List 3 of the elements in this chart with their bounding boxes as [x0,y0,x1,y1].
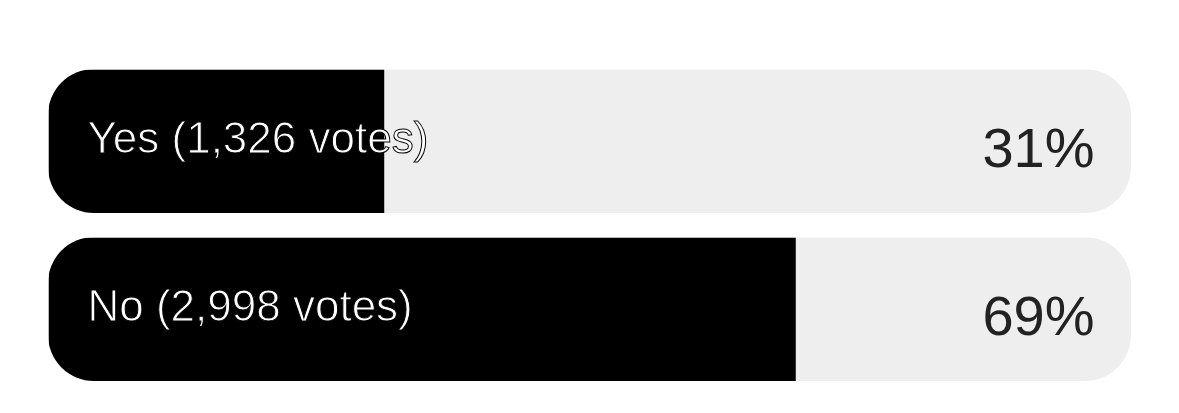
y-tick-label: No (2,998 votes) [87,281,413,330]
data-label: 69% [982,284,1095,347]
data-label: 31% [982,116,1095,179]
